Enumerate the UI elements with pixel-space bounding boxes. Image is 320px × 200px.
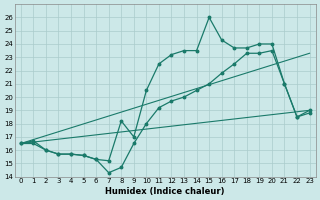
X-axis label: Humidex (Indice chaleur): Humidex (Indice chaleur) [106,187,225,196]
